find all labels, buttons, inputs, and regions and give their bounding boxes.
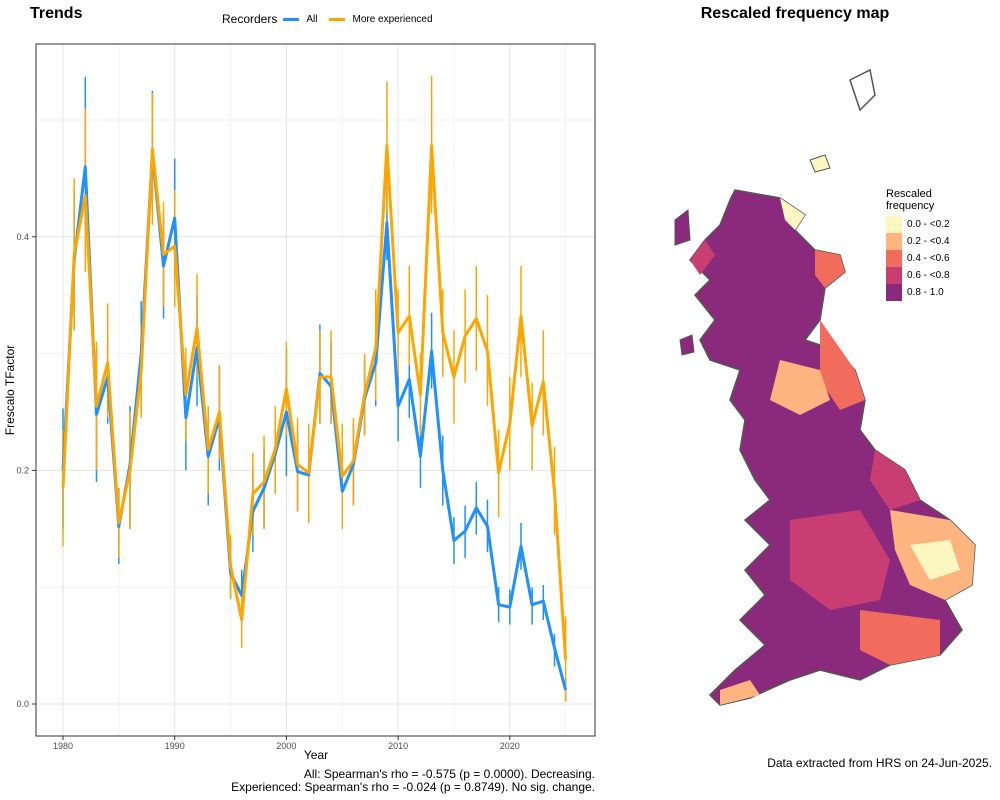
- x-tick-label: 2010: [388, 741, 408, 751]
- map-patch-northeast: [815, 250, 845, 288]
- map-patch-cornwall: [720, 680, 760, 705]
- map-title: Rescaled frequency map: [700, 5, 890, 22]
- map-legend-swatch: [886, 233, 902, 250]
- map-legend-title-1: Rescaled: [886, 188, 932, 200]
- map-legend: Rescaled frequency 0.0 - <0.2 0.2 - <0.4…: [886, 188, 950, 301]
- legend-all-swatch: [283, 17, 300, 21]
- map-legend-label: 0.2 - <0.4: [907, 236, 950, 247]
- map-legend-label: 0.4 - <0.6: [907, 253, 950, 264]
- map-patch-east-scotland: [820, 320, 865, 410]
- map-patch-west-highlands: [690, 240, 715, 275]
- y-tick-label: 0.0: [16, 699, 29, 709]
- island-shetland: [849, 68, 876, 112]
- map-legend-row: 0.2 - <0.4: [886, 233, 950, 250]
- x-tick-label: 2000: [276, 741, 296, 751]
- map-patch-southeast: [860, 610, 940, 665]
- map-legend-label: 0.8 - 1.0: [907, 287, 944, 298]
- recorders-legend: Recorders All More experienced: [222, 12, 439, 26]
- data-credit: Data extracted from HRS on 24-Jun-2025.: [767, 756, 992, 770]
- map-legend-row: 0.6 - <0.8: [886, 267, 950, 284]
- stats-all: All: Spearman's rho = -0.575 (p = 0.0000…: [303, 767, 595, 781]
- map-patch-norfolk: [910, 540, 960, 580]
- map-legend-swatch: [886, 284, 902, 301]
- y-tick-label: 0.2: [16, 465, 29, 475]
- island-orkney: [809, 154, 831, 173]
- x-tick-label: 2020: [500, 741, 520, 751]
- x-tick-label: 1980: [53, 741, 73, 751]
- trends-chart: 1980 1990 2000 2010 2020 0.0 0.2 0.4 Year Fresc…: [3, 43, 596, 762]
- y-tick-label: 0.4: [16, 232, 29, 242]
- gb-outline: [689, 189, 976, 706]
- frequency-map: [674, 68, 976, 706]
- x-axis-label: Year: [304, 748, 328, 762]
- plot-frame: [35, 43, 596, 737]
- map-patch-midlands: [790, 510, 890, 610]
- map-legend-row: 0.0 - <0.2: [886, 216, 950, 233]
- legend-all-label: All: [306, 13, 318, 25]
- map-legend-swatch: [886, 267, 902, 284]
- chart-grid: [36, 44, 595, 736]
- map-legend-label: 0.0 - <0.2: [907, 219, 950, 230]
- y-axis-label: Frescalo TFactor: [3, 345, 17, 435]
- x-tick-label: 1990: [165, 741, 185, 751]
- stats-experienced: Experienced: Spearman's rho = -0.024 (p …: [231, 780, 595, 794]
- map-legend-label: 0.6 - <0.8: [907, 270, 950, 281]
- gb-mainland: [689, 189, 976, 706]
- map-legend-row: 0.4 - <0.6: [886, 250, 950, 267]
- island-mull: [679, 334, 695, 356]
- island-hebrides: [674, 209, 691, 246]
- spearman-stats: All: Spearman's rho = -0.575 (p = 0.0000…: [231, 768, 595, 794]
- trends-title: Trends: [30, 5, 83, 22]
- map-patch-north: [780, 198, 805, 230]
- series-lines: [61, 144, 568, 691]
- series-line-experienced: [61, 144, 568, 660]
- map-patch-borders: [770, 360, 830, 415]
- map-legend-title-2: frequency: [886, 200, 935, 212]
- axis-ticks: 1980 1990 2000 2010 2020 0.0 0.2 0.4: [16, 232, 519, 751]
- map-legend-swatch: [886, 216, 902, 233]
- legend-experienced-swatch: [329, 17, 346, 21]
- map-legend-row: 0.8 - 1.0: [886, 284, 950, 301]
- legend-experienced-label: More experienced: [352, 13, 433, 25]
- map-patch-yorkshire: [870, 450, 920, 510]
- legend-title: Recorders: [222, 12, 278, 26]
- map-legend-swatch: [886, 250, 902, 267]
